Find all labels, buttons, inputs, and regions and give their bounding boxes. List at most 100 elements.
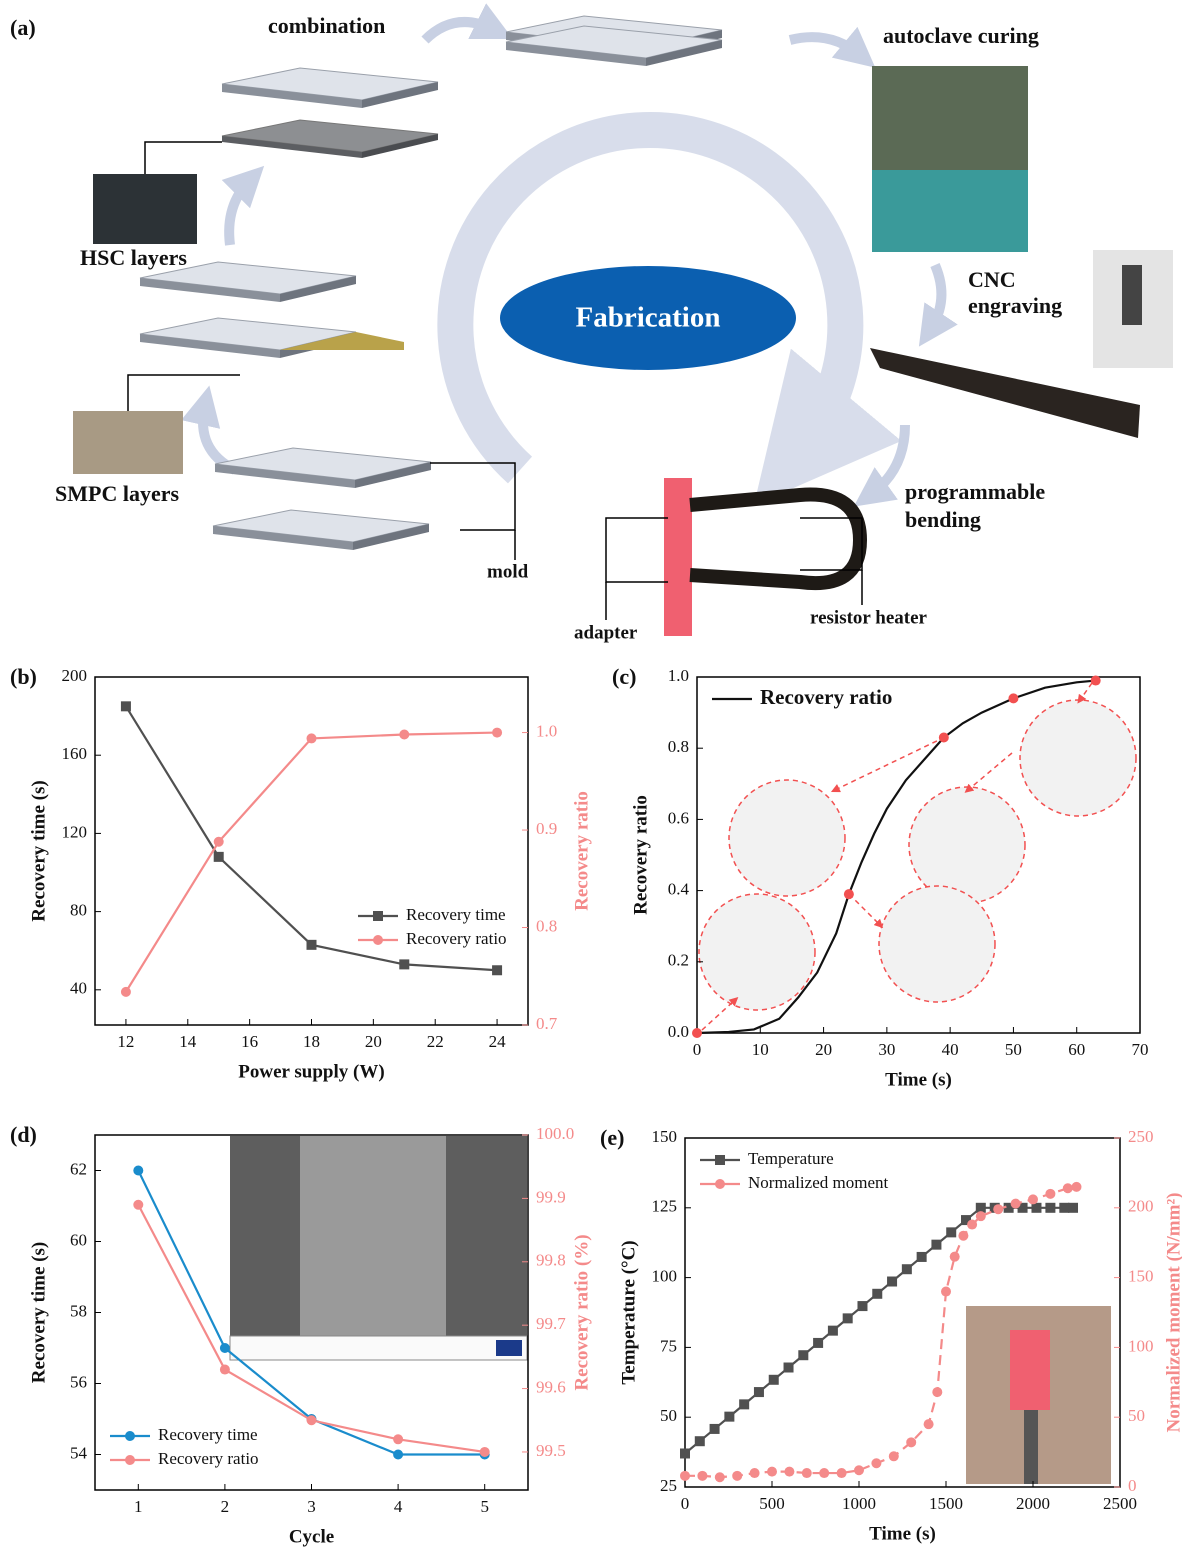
x-axis-title: Time (s)	[869, 1523, 936, 1544]
marker	[906, 1437, 916, 1447]
x-tick-label: 12	[117, 1032, 134, 1051]
marker	[802, 1468, 812, 1478]
plate	[222, 68, 438, 108]
x-tick-label: 1	[134, 1497, 143, 1516]
x-axis-title: Time (s)	[885, 1069, 952, 1090]
marker	[946, 1227, 956, 1237]
x-tick-label: 24	[489, 1032, 507, 1051]
marker	[941, 1287, 951, 1297]
marker	[813, 1338, 823, 1348]
marker	[939, 733, 949, 743]
y2-tick-label: 150	[1128, 1267, 1154, 1286]
y-tick-label: 120	[62, 822, 88, 841]
marker	[121, 987, 131, 997]
marker	[480, 1447, 490, 1457]
marker	[967, 1220, 977, 1230]
panel-e-inset	[966, 1306, 1111, 1484]
y-tick-label: 0.6	[668, 808, 689, 827]
panel-c-insets	[699, 683, 1136, 1030]
adapter-block	[664, 478, 692, 636]
step-label: bending	[905, 507, 981, 532]
marker	[1091, 676, 1101, 686]
x-tick-label: 70	[1132, 1040, 1149, 1059]
part-label: adapter	[574, 622, 638, 643]
x-tick-label: 60	[1068, 1040, 1085, 1059]
y2-tick-label: 100.0	[536, 1124, 574, 1143]
x-tick-label: 1500	[929, 1494, 963, 1513]
marker	[784, 1467, 794, 1477]
legend-marker	[125, 1455, 135, 1465]
y2-tick-label: 0.8	[536, 916, 557, 935]
arrow	[870, 425, 905, 495]
x-tick-label: 14	[179, 1032, 197, 1051]
legend-label: Recovery time	[406, 905, 506, 924]
y-tick-label: 150	[652, 1127, 678, 1146]
y2-axis-title: Normalized moment (N/mm²)	[1163, 1193, 1182, 1433]
y-tick-label: 100	[652, 1267, 678, 1286]
marker	[710, 1424, 720, 1434]
y2-tick-label: 250	[1128, 1127, 1154, 1146]
y2-tick-label: 99.9	[536, 1187, 566, 1206]
y2-tick-label: 0.7	[536, 1014, 558, 1033]
plate	[213, 510, 429, 550]
panel-d-inset	[230, 1136, 527, 1360]
y2-tick-label: 100	[1128, 1336, 1154, 1355]
marker	[1028, 1194, 1038, 1204]
marker	[854, 1465, 864, 1475]
figure: Fabrication (a) combination autoclave cu…	[0, 0, 1182, 1553]
x-tick-label: 16	[241, 1032, 258, 1051]
x-tick-label: 0	[693, 1040, 702, 1059]
marker	[739, 1399, 749, 1409]
plate	[222, 120, 438, 158]
marker	[492, 965, 502, 975]
y-tick-label: 0.4	[668, 880, 690, 899]
marker	[932, 1387, 942, 1397]
arrow	[229, 180, 250, 245]
y-axis-title: Temperature (°C)	[618, 1240, 639, 1384]
marker	[767, 1467, 777, 1477]
legend-label: Normalized moment	[748, 1173, 888, 1192]
marker	[750, 1468, 760, 1478]
sem-footer	[230, 1336, 527, 1360]
legend-marker	[715, 1179, 725, 1189]
marker	[695, 1436, 705, 1446]
pointer	[835, 737, 945, 790]
marker	[1045, 1189, 1055, 1199]
y-tick-label: 160	[62, 744, 88, 763]
marker	[924, 1419, 934, 1429]
step-label: combination	[268, 13, 385, 38]
x-tick-label: 20	[365, 1032, 382, 1051]
sem-band	[300, 1136, 446, 1336]
x-tick-label: 2	[221, 1497, 230, 1516]
pointer	[1080, 683, 1092, 700]
pointer	[968, 753, 1012, 790]
arrow	[790, 37, 860, 55]
marker	[680, 1448, 690, 1458]
marker	[871, 1458, 881, 1468]
x-tick-label: 30	[878, 1040, 895, 1059]
marker	[754, 1387, 764, 1397]
marker	[492, 728, 502, 738]
y-tick-label: 54	[70, 1443, 88, 1462]
marker	[732, 1471, 742, 1481]
step-label: SMPC layers	[55, 481, 179, 506]
marker	[220, 1343, 230, 1353]
pointer	[849, 894, 880, 925]
y2-axis-title: Recovery ratio	[571, 791, 592, 911]
marker	[828, 1326, 838, 1336]
legend-marker	[125, 1431, 135, 1441]
step-label: autoclave curing	[883, 23, 1039, 48]
panel-label: (b)	[10, 664, 37, 689]
y2-tick-label: 99.7	[536, 1314, 566, 1333]
marker	[931, 1240, 941, 1250]
x-tick-label: 4	[394, 1497, 403, 1516]
panel-label: (a)	[10, 15, 36, 40]
y-tick-label: 0.0	[668, 1022, 689, 1041]
part-label: mold	[487, 561, 529, 582]
marker	[680, 1471, 690, 1481]
fabrication-label: Fabrication	[576, 302, 721, 334]
y2-tick-label: 0.9	[536, 819, 557, 838]
hsc-photo	[93, 174, 197, 244]
x-tick-label: 10	[752, 1040, 769, 1059]
x-tick-label: 18	[303, 1032, 320, 1051]
